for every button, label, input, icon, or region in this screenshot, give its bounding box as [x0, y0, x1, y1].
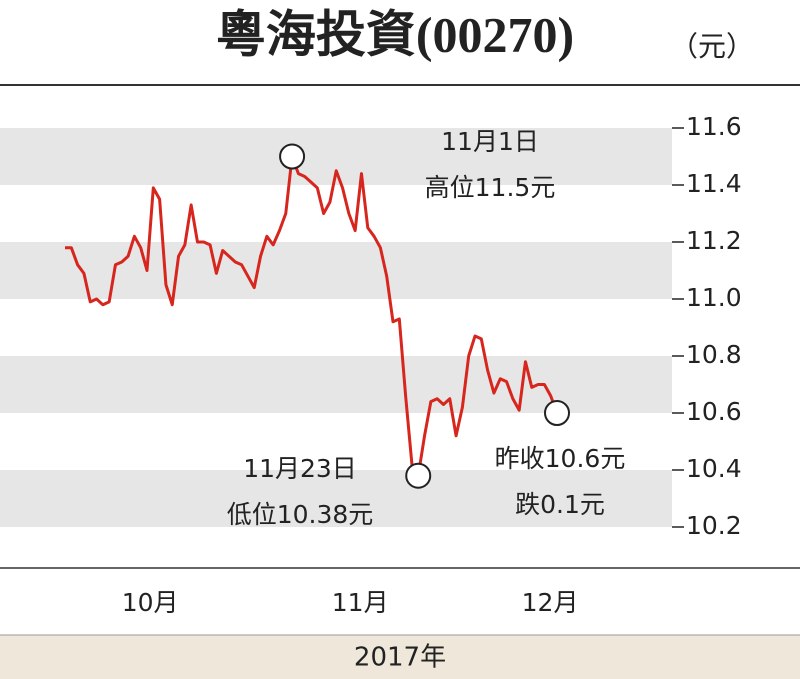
chart-title: 粵海投資(00270) — [216, 6, 574, 62]
x-tick-label: 12月 — [522, 588, 579, 617]
grid-band — [0, 242, 672, 299]
annotation: 11月1日 — [441, 127, 539, 156]
price-line — [65, 155, 559, 478]
year-band — [0, 635, 800, 679]
y-tick-label: 11.4 — [686, 169, 742, 198]
grid-band — [0, 356, 672, 413]
y-tick-label: 11.0 — [686, 283, 742, 312]
y-tick-label: 11.2 — [686, 226, 742, 255]
annotation: 高位11.5元 — [425, 173, 556, 202]
annotation: 昨收10.6元 — [495, 444, 626, 473]
y-tick-label: 10.4 — [686, 454, 742, 483]
y-tick-label: 10.2 — [686, 511, 742, 540]
annotation: 11月23日 — [243, 454, 357, 483]
highlight-point — [279, 143, 306, 170]
highlight-point — [544, 400, 570, 426]
y-tick-label: 10.8 — [686, 340, 742, 369]
highlight-point — [405, 462, 432, 489]
annotation: 跌0.1元 — [515, 490, 605, 519]
unit-label: （元） — [670, 30, 754, 63]
annotation: 低位10.38元 — [227, 500, 374, 529]
x-axis-label: 2017年 — [354, 643, 446, 673]
y-tick-label: 10.6 — [686, 397, 742, 426]
x-tick-label: 11月 — [332, 588, 389, 617]
x-tick-label: 10月 — [122, 588, 179, 617]
y-tick-label: 11.6 — [686, 112, 742, 141]
grid-band — [0, 470, 672, 527]
